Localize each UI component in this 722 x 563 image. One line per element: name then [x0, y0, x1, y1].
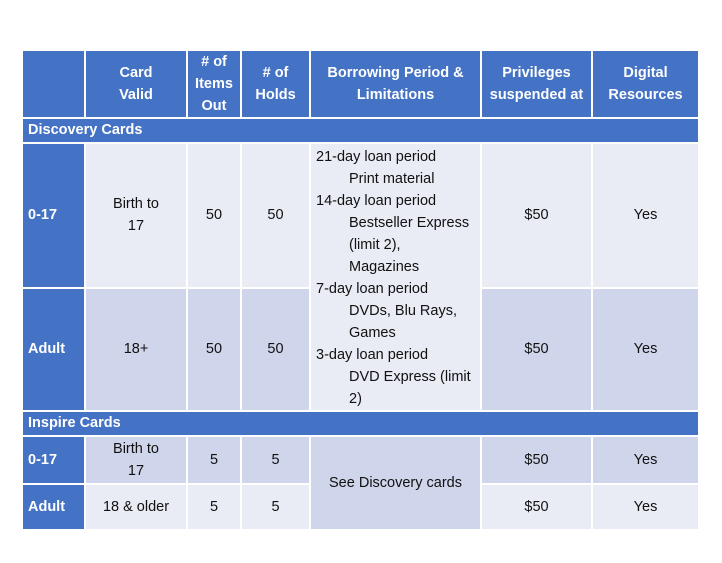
table-row: Adult 18+ 50 50 $50 Yes — [23, 288, 698, 410]
holds-cell: 50 — [242, 288, 309, 410]
card-valid-cell: 18 & older — [86, 485, 186, 529]
row-group-label: Adult — [23, 288, 84, 410]
digital-resources-cell: Yes — [593, 288, 698, 410]
header-row: Card Valid # of Items Out # of Holds Bor… — [23, 51, 698, 117]
row-group-label: Adult — [23, 485, 84, 529]
header-digital-resources: Digital Resources — [593, 51, 698, 117]
privileges-cell: $50 — [482, 144, 591, 287]
header-privileges-suspended: Privileges suspended at — [482, 51, 591, 117]
section-title: Discovery Cards — [23, 119, 698, 142]
table-row: 0-17 Birth to 17 5 5 See Discovery cards… — [23, 437, 698, 529]
table-row: Adult 18 & older 5 5 $50 Yes — [23, 485, 698, 529]
loan-items: Magazines — [349, 259, 420, 275]
header-text: Resources — [608, 87, 683, 103]
header-text: suspended at — [489, 87, 584, 103]
items-out-cell: 5 — [188, 437, 240, 483]
holds-cell: 5 — [242, 485, 309, 529]
card-valid-text: 18 & older — [102, 499, 170, 515]
card-valid-text: 17 — [127, 218, 145, 235]
header-text: Card — [119, 65, 153, 81]
privileges-cell: $50 — [482, 485, 591, 529]
loan-items: 2) — [349, 391, 362, 407]
library-card-table: Card Valid # of Items Out # of Holds Bor… — [21, 49, 700, 531]
privileges-cell: $50 — [482, 288, 591, 410]
borrowing-period-cell: See Discovery cards — [311, 437, 480, 529]
loan-items: Print material — [349, 171, 435, 187]
loan-items: DVD Express (limit — [349, 369, 471, 385]
section-row-inspire: Inspire Cards — [23, 412, 698, 435]
loan-period: 21-day loan period — [316, 149, 437, 165]
row-group-label: 0-17 — [23, 144, 84, 287]
loan-items: Games — [349, 325, 396, 341]
row-group-label: 0-17 — [23, 437, 84, 483]
loan-items: (limit 2), — [349, 237, 401, 253]
card-valid-cell: 18+ — [86, 288, 186, 410]
card-valid-text: Birth to — [113, 196, 159, 213]
card-valid-cell: Birth to 17 — [86, 437, 186, 483]
holds-cell: 5 — [242, 437, 309, 483]
header-text: Limitations — [356, 87, 435, 103]
header-text: Privileges — [502, 65, 571, 81]
loan-period: 3-day loan period — [316, 347, 429, 363]
loan-items: DVDs, Blu Rays, — [349, 303, 457, 319]
digital-resources-cell: Yes — [593, 437, 698, 483]
digital-resources-cell: Yes — [593, 485, 698, 529]
header-borrowing-period: Borrowing Period & Limitations — [311, 51, 480, 117]
header-text: Items — [195, 76, 233, 92]
items-out-cell: 50 — [188, 144, 240, 287]
borrowing-period-cell: 21-day loan period Print material 14-day… — [311, 144, 480, 410]
items-out-cell: 50 — [188, 288, 240, 410]
card-valid-text: 17 — [127, 463, 145, 479]
loan-period: 14-day loan period — [316, 193, 437, 209]
loan-period: 7-day loan period — [316, 281, 429, 297]
header-text: # of — [262, 65, 289, 81]
card-valid-text: 18+ — [123, 341, 149, 358]
table-row: 0-17 Birth to 17 50 50 21-day loan perio… — [23, 144, 698, 410]
card-valid-text: Birth to — [113, 441, 159, 457]
header-card-valid: Card Valid — [86, 51, 186, 117]
header-text: Digital — [623, 65, 668, 81]
header-text: Borrowing Period & — [327, 65, 464, 81]
header-holds: # of Holds — [242, 51, 309, 117]
privileges-cell: $50 — [482, 437, 591, 483]
header-text: # of — [201, 54, 227, 70]
section-title: Inspire Cards — [23, 412, 698, 435]
items-out-cell: 5 — [188, 485, 240, 529]
loan-items: Bestseller Express — [349, 215, 470, 231]
header-items-out: # of Items Out — [188, 51, 240, 117]
digital-resources-cell: Yes — [593, 144, 698, 287]
header-text: Valid — [119, 87, 153, 103]
header-text: Out — [201, 98, 227, 114]
header-text: Holds — [255, 87, 296, 103]
header-corner — [23, 51, 84, 117]
holds-cell: 50 — [242, 144, 309, 287]
section-row-discovery: Discovery Cards — [23, 119, 698, 142]
card-valid-cell: Birth to 17 — [86, 144, 186, 287]
